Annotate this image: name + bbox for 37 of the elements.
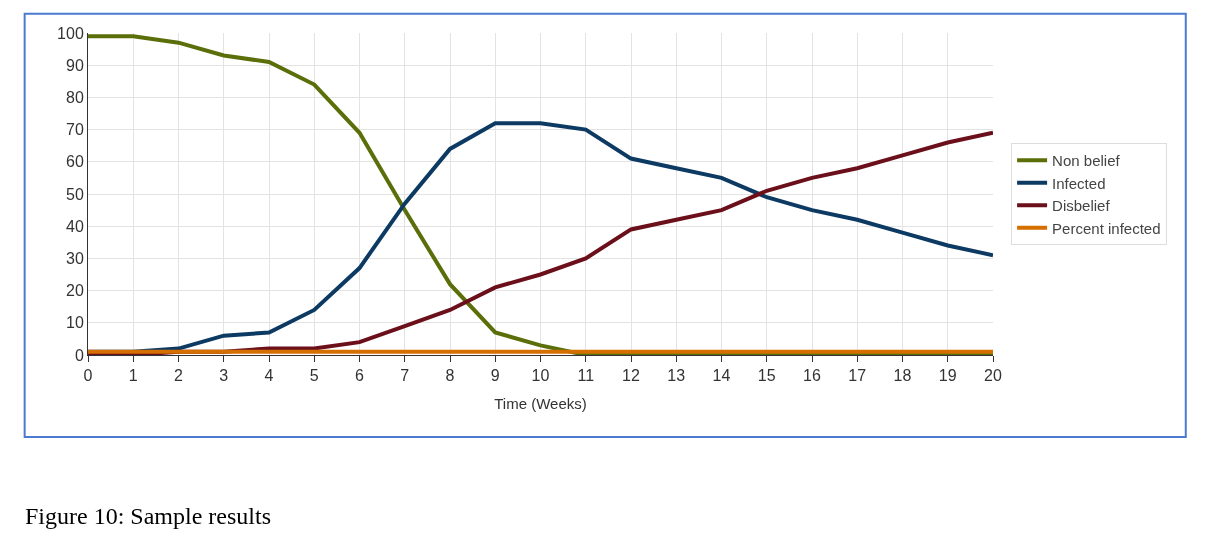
y-tick-label: 0 (74, 346, 84, 364)
y-tick-label: 90 (66, 56, 84, 74)
x-tick-label: 17 (848, 367, 867, 385)
legend-label: Percent infected (1052, 219, 1161, 237)
x-tick-label: 4 (264, 367, 274, 385)
caption: Figure 10: Sample results (25, 503, 271, 529)
x-tick-label: 3 (219, 367, 229, 385)
x-tick-label: 10 (531, 367, 550, 385)
y-tick-label: 30 (66, 250, 84, 267)
x-tick-label: 7 (400, 367, 410, 385)
x-tick-label: 2 (174, 367, 184, 385)
y-tick-label: 20 (66, 282, 84, 300)
x-tick-label: 16 (803, 367, 821, 385)
y-tick-label: 50 (66, 185, 84, 203)
x-tick-label: 6 (355, 367, 365, 385)
x-tick-label: 9 (490, 367, 500, 385)
x-tick-label: 12 (622, 367, 640, 385)
y-tick-label: 70 (66, 121, 84, 139)
legend-label: Non belief (1052, 152, 1121, 170)
x-tick-label: 13 (667, 367, 686, 385)
x-tick-label: 11 (577, 367, 595, 385)
x-tick-label: 14 (712, 367, 731, 385)
y-tick-label: 10 (66, 314, 84, 332)
x-tick-label: 8 (445, 367, 455, 385)
x-tick-label: 18 (893, 367, 912, 385)
legend-label: Disbelief (1052, 197, 1111, 215)
x-tick-label: 5 (309, 367, 319, 385)
x-tick-label: 19 (938, 367, 957, 385)
y-tick-label: 40 (66, 217, 84, 235)
legend-label: Infected (1052, 174, 1106, 192)
x-tick-label: 20 (984, 367, 1002, 385)
y-tick-label: 80 (66, 89, 84, 106)
x-tick-label: 1 (128, 367, 138, 385)
y-tick-label: 100 (57, 24, 84, 42)
y-tick-label: 60 (66, 153, 84, 171)
x-tick-label: 15 (757, 367, 776, 385)
x-axis-title: Time (Weeks) (494, 395, 587, 413)
